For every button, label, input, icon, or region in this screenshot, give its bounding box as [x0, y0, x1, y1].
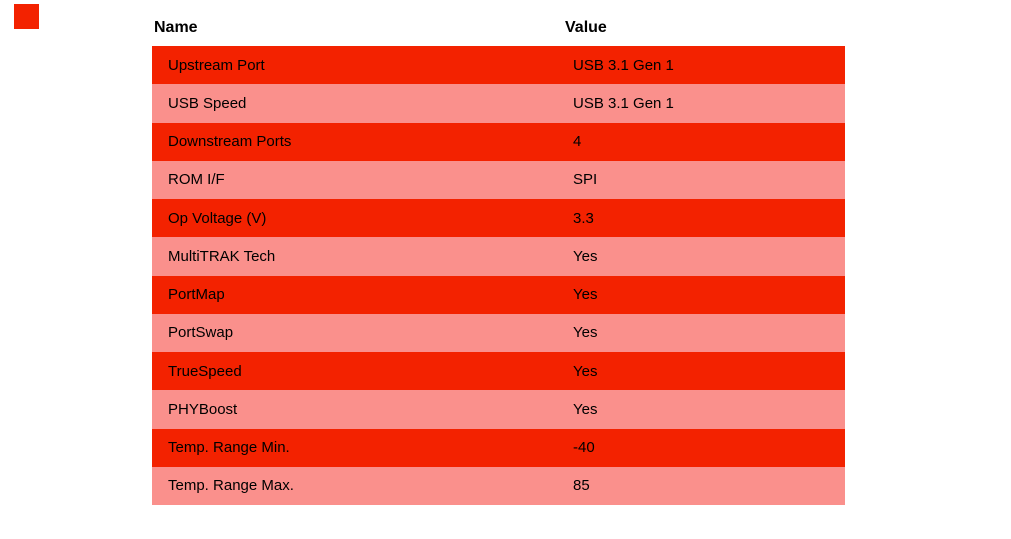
spec-name-cell: TrueSpeed: [152, 352, 563, 391]
spec-name-cell: Downstream Ports: [152, 122, 563, 161]
spec-name-cell: MultiTRAK Tech: [152, 237, 563, 276]
column-header-value: Value: [563, 10, 845, 46]
spec-name-cell: ROM I/F: [152, 160, 563, 199]
spec-name-cell: Op Voltage (V): [152, 199, 563, 238]
spec-table-container: Name Value Upstream Port USB 3.1 Gen 1 U…: [152, 10, 845, 505]
spec-table: Name Value Upstream Port USB 3.1 Gen 1 U…: [152, 10, 845, 505]
table-row: USB Speed USB 3.1 Gen 1: [152, 84, 845, 123]
spec-value-cell: 4: [563, 122, 845, 161]
spec-value-cell: Yes: [563, 390, 845, 429]
table-row: Upstream Port USB 3.1 Gen 1: [152, 46, 845, 85]
spec-name-cell: PHYBoost: [152, 390, 563, 429]
spec-value-cell: Yes: [563, 275, 845, 314]
table-row: PortMap Yes: [152, 275, 845, 314]
table-row: PortSwap Yes: [152, 313, 845, 352]
spec-name-cell: Upstream Port: [152, 46, 563, 85]
spec-name-cell: PortSwap: [152, 313, 563, 352]
spec-value-cell: Yes: [563, 313, 845, 352]
spec-name-cell: USB Speed: [152, 84, 563, 123]
table-row: ROM I/F SPI: [152, 160, 845, 199]
spec-value-cell: Yes: [563, 352, 845, 391]
table-row: Temp. Range Min. -40: [152, 428, 845, 467]
spec-value-cell: SPI: [563, 160, 845, 199]
table-row: Op Voltage (V) 3.3: [152, 199, 845, 238]
spec-value-cell: USB 3.1 Gen 1: [563, 84, 845, 123]
table-row: Downstream Ports 4: [152, 122, 845, 161]
table-row: PHYBoost Yes: [152, 390, 845, 429]
spec-value-cell: Yes: [563, 237, 845, 276]
table-row: MultiTRAK Tech Yes: [152, 237, 845, 276]
spec-name-cell: PortMap: [152, 275, 563, 314]
spec-value-cell: USB 3.1 Gen 1: [563, 46, 845, 85]
spec-value-cell: 85: [563, 466, 845, 505]
table-row: TrueSpeed Yes: [152, 352, 845, 391]
spec-name-cell: Temp. Range Max.: [152, 466, 563, 505]
table-row: Temp. Range Max. 85: [152, 466, 845, 505]
spec-name-cell: Temp. Range Min.: [152, 428, 563, 467]
spec-value-cell: -40: [563, 428, 845, 467]
table-header-row: Name Value: [152, 10, 845, 46]
spec-value-cell: 3.3: [563, 199, 845, 238]
column-header-name: Name: [152, 10, 563, 46]
red-square-marker: [14, 4, 39, 29]
